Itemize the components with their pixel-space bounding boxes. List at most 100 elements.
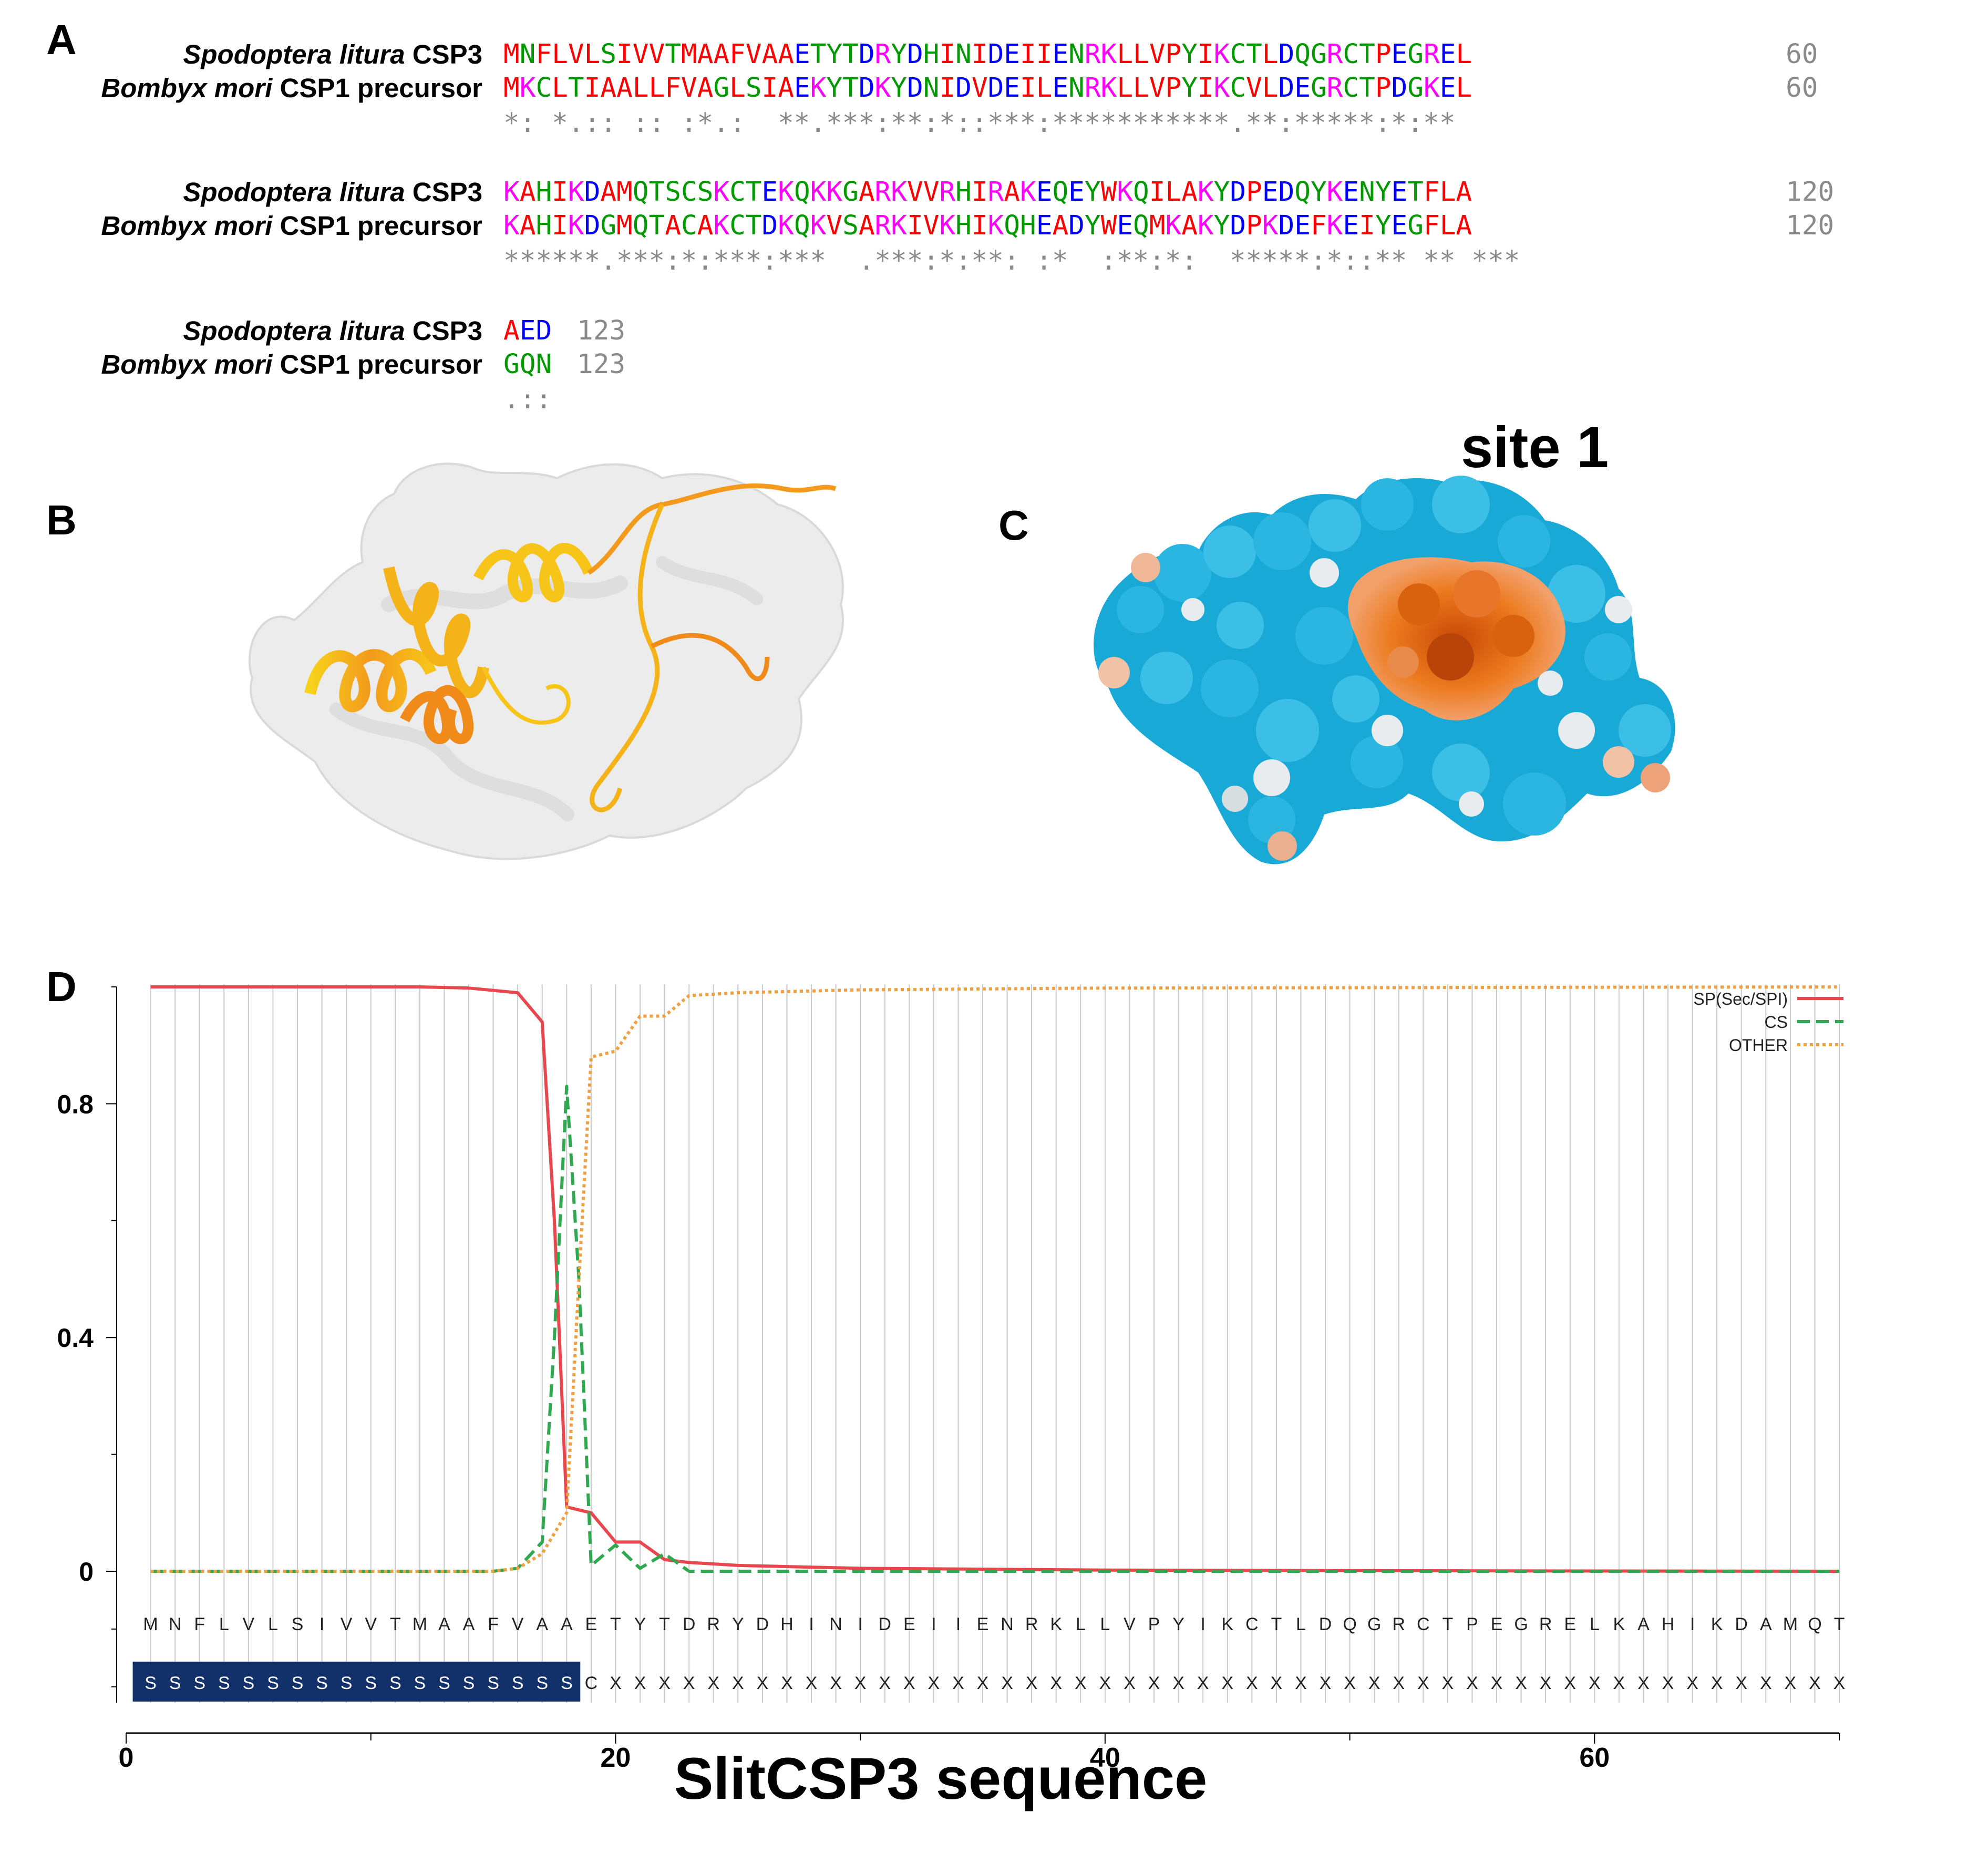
region-label: X: [1172, 1673, 1184, 1693]
sequence-residue: K: [1221, 1614, 1233, 1634]
sequence-residue: K: [1613, 1614, 1625, 1634]
loop-1: [587, 483, 837, 575]
consensus-row: .::: [503, 384, 552, 415]
region-label: X: [1148, 1673, 1160, 1693]
region-label: X: [683, 1673, 695, 1693]
helix-1: [304, 648, 437, 713]
sequence-residue: Y: [634, 1614, 646, 1634]
region-label: S: [512, 1673, 524, 1693]
sequence-residue: L: [268, 1614, 278, 1634]
sequence-residue: M: [1783, 1614, 1798, 1634]
sequence-residue: I: [858, 1614, 862, 1634]
sequence-residue: V: [341, 1614, 353, 1634]
protein-ribbon-structure: [248, 462, 844, 860]
sequence-residue: C: [1417, 1614, 1430, 1634]
site-1-label: site 1: [1461, 415, 1609, 480]
region-label: C: [585, 1673, 598, 1693]
region-label: X: [707, 1673, 719, 1693]
helix-3: [400, 685, 474, 745]
region-label: S: [218, 1673, 230, 1693]
sequence-residue: V: [512, 1614, 524, 1634]
series-line-other: [150, 985, 1840, 1573]
sequence-residue: F: [488, 1614, 499, 1634]
sequence-residue: P: [1148, 1614, 1160, 1634]
region-label: S: [193, 1673, 205, 1693]
region-label: X: [1442, 1673, 1454, 1693]
region-label: X: [1564, 1673, 1576, 1693]
region-label: S: [438, 1673, 450, 1693]
loop-3: [650, 633, 770, 682]
sequence-residue: V: [1124, 1614, 1136, 1634]
region-label: X: [757, 1673, 769, 1693]
species-name-slit: Spodoptera litura CSP3: [183, 177, 482, 207]
sequence-residue: K: [1050, 1614, 1062, 1634]
region-label: X: [1001, 1673, 1013, 1693]
sequence-residue: L: [1100, 1614, 1110, 1634]
sequence-residue: N: [169, 1614, 182, 1634]
sequence-residue: Y: [1172, 1614, 1184, 1634]
region-label: X: [1124, 1673, 1136, 1693]
sequence-row-slit: MNFLVLSIVVTMAAFVAAETYTDRYDHINIDEIIENRKLL…: [503, 39, 1472, 70]
region-label: X: [732, 1673, 744, 1693]
sequence-end-number: 120: [1786, 177, 1835, 208]
species-name-bmor: Bombyx mori CSP1 precursor: [101, 211, 482, 241]
region-label: X: [610, 1673, 622, 1693]
region-label: S: [389, 1673, 401, 1693]
region-label: X: [658, 1673, 671, 1693]
sequence-residue: D: [1735, 1614, 1748, 1634]
region-label: X: [830, 1673, 842, 1693]
region-label: X: [1271, 1673, 1283, 1693]
sequence-residue: E: [1564, 1614, 1576, 1634]
sequence-residue: T: [610, 1614, 621, 1634]
sequence-residue: E: [977, 1614, 989, 1634]
sequence-residue: T: [1271, 1614, 1282, 1634]
sequence-residue: T: [1442, 1614, 1453, 1634]
region-label: S: [267, 1673, 279, 1693]
region-label: X: [1809, 1673, 1821, 1693]
region-label: X: [1221, 1673, 1233, 1693]
region-label: S: [414, 1673, 426, 1693]
y-tick-label: 0: [79, 1557, 94, 1586]
sequence-row-bmor: GQN: [503, 349, 552, 380]
sequence-residue: A: [1637, 1614, 1650, 1634]
sequence-residue: Q: [1808, 1614, 1821, 1634]
sequence-residue: F: [194, 1614, 205, 1634]
sequence-residue: S: [292, 1614, 304, 1634]
species-name-slit: Spodoptera litura CSP3: [183, 39, 482, 69]
x-tick-label: 60: [1579, 1743, 1610, 1773]
sequence-residue: E: [1491, 1614, 1503, 1634]
sequence-residue: N: [1001, 1614, 1014, 1634]
x-axis-title: SlitCSP3 sequence: [674, 1746, 1208, 1811]
signal-peptide-bar: [132, 1662, 581, 1702]
region-label: X: [634, 1673, 646, 1693]
species-name-bmor: Bombyx mori CSP1 precursor: [101, 349, 482, 379]
sequence-residue: V: [365, 1614, 377, 1634]
panel-label-b: B: [46, 497, 77, 543]
region-label: X: [1075, 1673, 1087, 1693]
legend-label: CS: [1765, 1013, 1788, 1032]
region-label: X: [1197, 1673, 1209, 1693]
region-label: X: [1735, 1673, 1747, 1693]
sequence-row-bmor: MKCLTIAALLFVAGLSIAEKYTDKYDNIDVDEILENRKLL…: [503, 73, 1472, 104]
sequence-residue: E: [903, 1614, 915, 1634]
species-name-bmor: Bombyx mori CSP1 precursor: [101, 73, 482, 103]
sequence-residue: I: [931, 1614, 936, 1634]
sequence-end-number: 60: [1786, 73, 1818, 104]
sequence-residue: T: [659, 1614, 670, 1634]
sequence-residue: V: [243, 1614, 255, 1634]
region-label: X: [806, 1673, 818, 1693]
region-label: X: [1491, 1673, 1503, 1693]
sequence-residue: L: [1076, 1614, 1086, 1634]
sequence-residue: I: [809, 1614, 813, 1634]
y-tick-label: 0.4: [57, 1323, 94, 1353]
sequence-residue: L: [219, 1614, 229, 1634]
region-label: X: [952, 1673, 964, 1693]
species-name-slit: Spodoptera litura CSP3: [183, 316, 482, 346]
sequence-residue: Q: [1343, 1614, 1356, 1634]
region-label: S: [292, 1673, 304, 1693]
sequence-residue: Y: [732, 1614, 744, 1634]
sequence-residue: G: [1514, 1614, 1528, 1634]
sequence-residue: M: [413, 1614, 427, 1634]
region-label: X: [1050, 1673, 1062, 1693]
